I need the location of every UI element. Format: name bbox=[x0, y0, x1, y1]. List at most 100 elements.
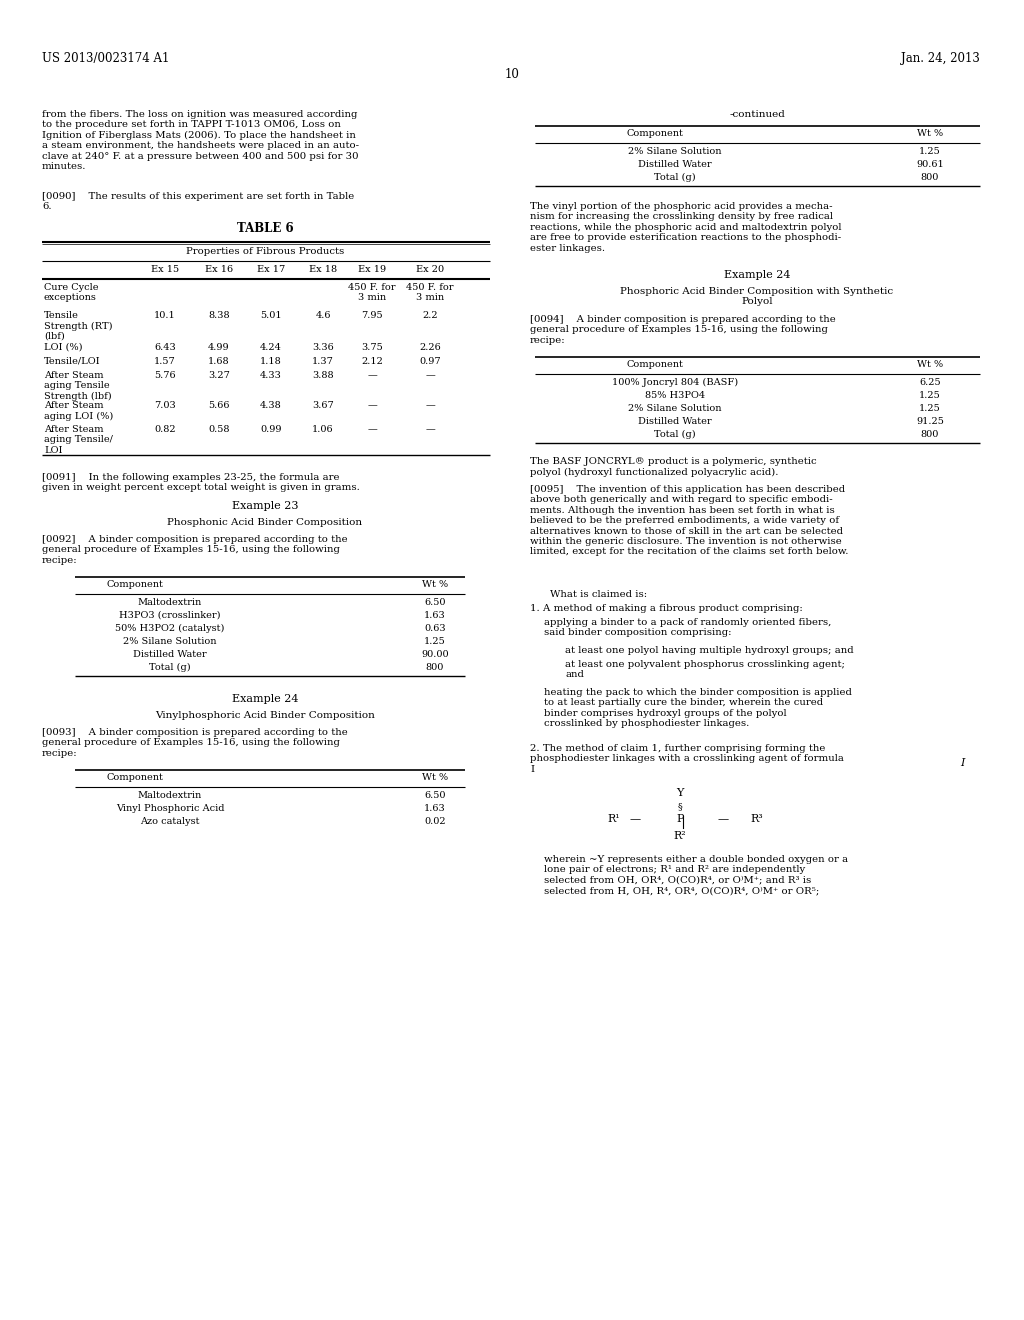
Text: 4.99: 4.99 bbox=[208, 343, 229, 352]
Text: -continued: -continued bbox=[729, 110, 785, 119]
Text: 1.25: 1.25 bbox=[920, 147, 941, 156]
Text: 1.37: 1.37 bbox=[312, 356, 334, 366]
Text: 1.06: 1.06 bbox=[312, 425, 334, 434]
Text: Phosphonic Acid Binder Composition: Phosphonic Acid Binder Composition bbox=[168, 517, 362, 527]
Text: 1.63: 1.63 bbox=[424, 611, 445, 620]
Text: 0.99: 0.99 bbox=[260, 425, 282, 434]
Text: 10: 10 bbox=[505, 69, 519, 81]
Text: What is claimed is:: What is claimed is: bbox=[550, 590, 647, 599]
Text: 800: 800 bbox=[921, 430, 939, 440]
Text: Wt %: Wt % bbox=[916, 129, 943, 139]
Text: Ex 16: Ex 16 bbox=[205, 265, 233, 275]
Text: [0091]    In the following examples 23-25, the formula are
given in weight perce: [0091] In the following examples 23-25, … bbox=[42, 473, 359, 492]
Text: —: — bbox=[368, 401, 377, 411]
Text: 4.6: 4.6 bbox=[315, 312, 331, 319]
Text: Y: Y bbox=[676, 788, 684, 799]
Text: [0094]    A binder composition is prepared according to the
general procedure of: [0094] A binder composition is prepared … bbox=[530, 315, 836, 345]
Text: 2.12: 2.12 bbox=[361, 356, 383, 366]
Text: US 2013/0023174 A1: US 2013/0023174 A1 bbox=[42, 51, 169, 65]
Text: 0.02: 0.02 bbox=[424, 817, 445, 826]
Text: 7.95: 7.95 bbox=[361, 312, 383, 319]
Text: Example 23: Example 23 bbox=[231, 502, 298, 511]
Text: —: — bbox=[718, 814, 729, 824]
Text: Component: Component bbox=[627, 129, 683, 139]
Text: [0095]    The invention of this application has been described
above both generi: [0095] The invention of this application… bbox=[530, 484, 849, 557]
Text: 85% H3PO4: 85% H3PO4 bbox=[645, 391, 706, 400]
Text: 5.76: 5.76 bbox=[155, 371, 176, 380]
Text: Ex 15: Ex 15 bbox=[151, 265, 179, 275]
Text: Vinyl Phosphoric Acid: Vinyl Phosphoric Acid bbox=[116, 804, 224, 813]
Text: 0.63: 0.63 bbox=[424, 624, 445, 634]
Text: 3.88: 3.88 bbox=[312, 371, 334, 380]
Text: Ex 20: Ex 20 bbox=[416, 265, 444, 275]
Text: 1. A method of making a fibrous product comprising:: 1. A method of making a fibrous product … bbox=[530, 605, 803, 612]
Text: from the fibers. The loss on ignition was measured according
to the procedure se: from the fibers. The loss on ignition wa… bbox=[42, 110, 359, 172]
Text: Total (g): Total (g) bbox=[150, 663, 190, 672]
Text: 6.50: 6.50 bbox=[424, 791, 445, 800]
Text: Total (g): Total (g) bbox=[654, 173, 696, 182]
Text: R¹: R¹ bbox=[607, 814, 620, 824]
Text: —: — bbox=[368, 425, 377, 434]
Text: After Steam
aging Tensile
Strength (lbf): After Steam aging Tensile Strength (lbf) bbox=[44, 371, 112, 401]
Text: 0.58: 0.58 bbox=[208, 425, 229, 434]
Text: 4.24: 4.24 bbox=[260, 343, 282, 352]
Text: 450 F. for
3 min: 450 F. for 3 min bbox=[407, 282, 454, 302]
Text: 2.2: 2.2 bbox=[422, 312, 438, 319]
Text: H3PO3 (crosslinker): H3PO3 (crosslinker) bbox=[119, 611, 221, 620]
Text: Total (g): Total (g) bbox=[654, 430, 696, 440]
Text: R²: R² bbox=[674, 832, 686, 841]
Text: 1.57: 1.57 bbox=[155, 356, 176, 366]
Text: [0093]    A binder composition is prepared according to the
general procedure of: [0093] A binder composition is prepared … bbox=[42, 729, 348, 758]
Text: 90.00: 90.00 bbox=[421, 649, 449, 659]
Text: at least one polyvalent phosphorus crosslinking agent;
and: at least one polyvalent phosphorus cross… bbox=[565, 660, 845, 680]
Text: After Steam
aging Tensile/
LOI: After Steam aging Tensile/ LOI bbox=[44, 425, 113, 455]
Text: 90.61: 90.61 bbox=[916, 160, 944, 169]
Text: 3.67: 3.67 bbox=[312, 401, 334, 411]
Text: 800: 800 bbox=[921, 173, 939, 182]
Text: —: — bbox=[425, 371, 435, 380]
Text: 1.68: 1.68 bbox=[208, 356, 229, 366]
Text: at least one polyol having multiple hydroxyl groups; and: at least one polyol having multiple hydr… bbox=[565, 645, 854, 655]
Text: I: I bbox=[961, 758, 965, 768]
Text: The vinyl portion of the phosphoric acid provides a mecha-
nism for increasing t: The vinyl portion of the phosphoric acid… bbox=[530, 202, 842, 252]
Text: —: — bbox=[425, 401, 435, 411]
Text: 91.25: 91.25 bbox=[916, 417, 944, 426]
Text: Cure Cycle
exceptions: Cure Cycle exceptions bbox=[44, 282, 98, 302]
Text: 0.97: 0.97 bbox=[419, 356, 440, 366]
Text: Component: Component bbox=[106, 774, 164, 781]
Text: The BASF JONCRYL® product is a polymeric, synthetic
polyol (hydroxyl functionali: The BASF JONCRYL® product is a polymeric… bbox=[530, 457, 816, 477]
Text: Azo catalyst: Azo catalyst bbox=[140, 817, 200, 826]
Text: 2% Silane Solution: 2% Silane Solution bbox=[629, 404, 722, 413]
Text: 0.82: 0.82 bbox=[155, 425, 176, 434]
Text: Ex 18: Ex 18 bbox=[309, 265, 337, 275]
Text: After Steam
aging LOI (%): After Steam aging LOI (%) bbox=[44, 401, 114, 421]
Text: 450 F. for
3 min: 450 F. for 3 min bbox=[348, 282, 395, 302]
Text: Maltodextrin: Maltodextrin bbox=[138, 791, 202, 800]
Text: Ex 19: Ex 19 bbox=[358, 265, 386, 275]
Text: Tensile/LOI: Tensile/LOI bbox=[44, 356, 100, 366]
Text: Component: Component bbox=[627, 360, 683, 370]
Text: 10.1: 10.1 bbox=[155, 312, 176, 319]
Text: 6.25: 6.25 bbox=[920, 378, 941, 387]
Text: 2. The method of claim 1, further comprising forming the
phosphodiester linkages: 2. The method of claim 1, further compri… bbox=[530, 744, 844, 774]
Text: R³: R³ bbox=[750, 814, 763, 824]
Text: 8.38: 8.38 bbox=[208, 312, 229, 319]
Text: 2% Silane Solution: 2% Silane Solution bbox=[123, 638, 217, 645]
Text: Properties of Fibrous Products: Properties of Fibrous Products bbox=[186, 247, 344, 256]
Text: 2% Silane Solution: 2% Silane Solution bbox=[629, 147, 722, 156]
Text: Vinylphosphoric Acid Binder Composition: Vinylphosphoric Acid Binder Composition bbox=[155, 711, 375, 719]
Text: 1.25: 1.25 bbox=[424, 638, 445, 645]
Text: Example 24: Example 24 bbox=[231, 694, 298, 704]
Text: —: — bbox=[630, 814, 641, 824]
Text: wherein ~Y represents either a double bonded oxygen or a
lone pair of electrons;: wherein ~Y represents either a double bo… bbox=[544, 855, 848, 895]
Text: §: § bbox=[678, 803, 682, 810]
Text: 3.75: 3.75 bbox=[361, 343, 383, 352]
Text: Wt %: Wt % bbox=[916, 360, 943, 370]
Text: Jan. 24, 2013: Jan. 24, 2013 bbox=[901, 51, 980, 65]
Text: 5.01: 5.01 bbox=[260, 312, 282, 319]
Text: Phosphoric Acid Binder Composition with Synthetic
Polyol: Phosphoric Acid Binder Composition with … bbox=[621, 286, 894, 306]
Text: —: — bbox=[368, 371, 377, 380]
Text: 1.25: 1.25 bbox=[920, 404, 941, 413]
Text: 3.36: 3.36 bbox=[312, 343, 334, 352]
Text: Example 24: Example 24 bbox=[724, 271, 791, 280]
